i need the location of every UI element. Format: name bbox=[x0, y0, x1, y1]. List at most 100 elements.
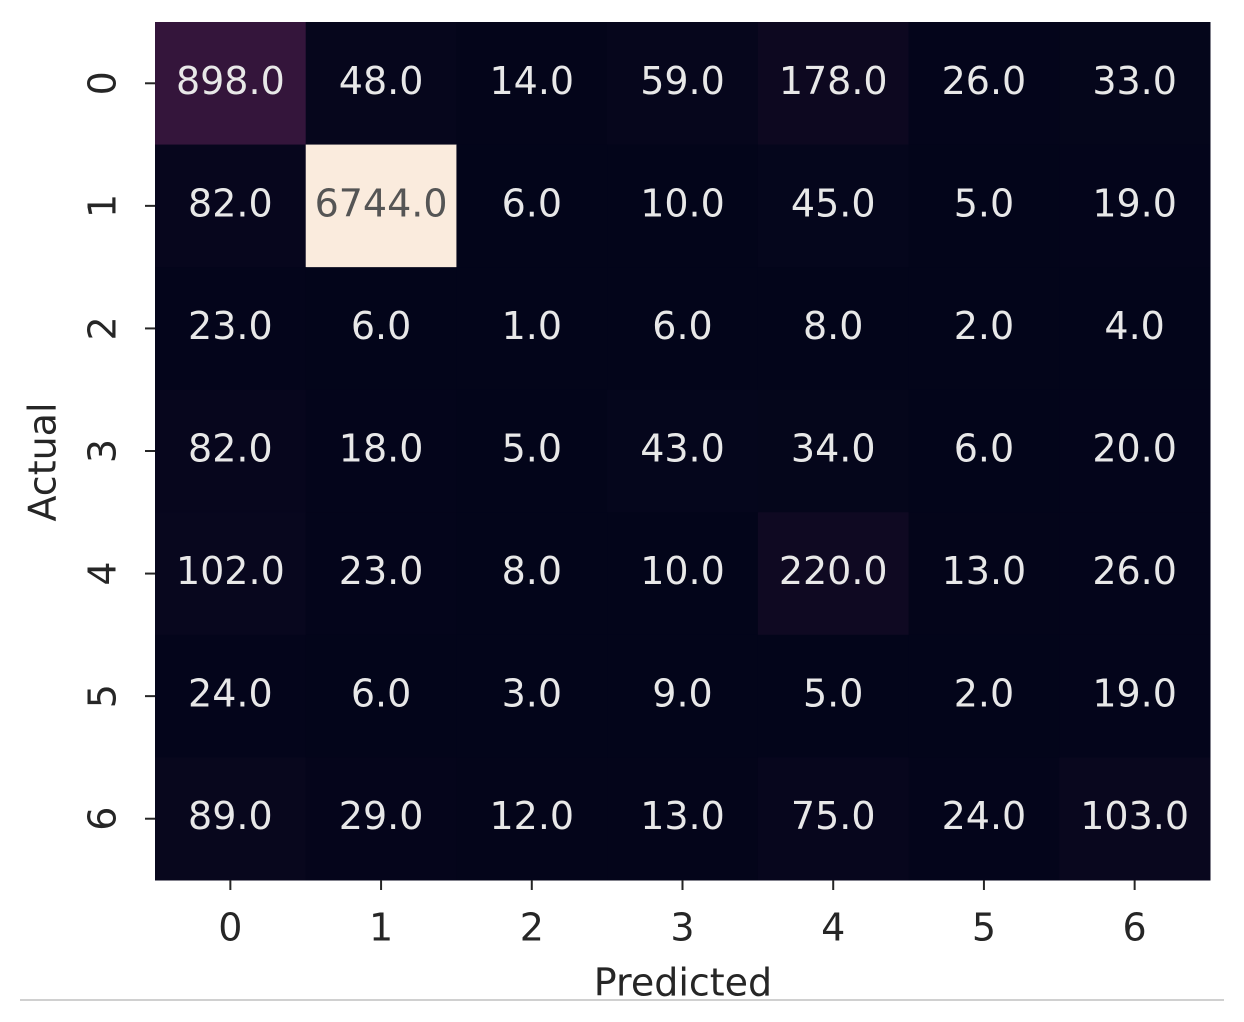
heatmap-cell bbox=[305, 757, 457, 881]
heatmap-cell bbox=[155, 267, 307, 391]
cell-label: 220.0 bbox=[779, 549, 888, 593]
cell-label: 103.0 bbox=[1080, 794, 1189, 838]
heatmap-cell bbox=[1059, 22, 1211, 146]
x-tick-label: 3 bbox=[670, 906, 694, 950]
cell-label: 5.0 bbox=[502, 427, 562, 471]
cell-label: 19.0 bbox=[1092, 672, 1177, 716]
heatmap-cell bbox=[607, 757, 759, 881]
heatmap-cell bbox=[456, 144, 608, 268]
cell-label: 75.0 bbox=[791, 794, 876, 838]
x-tick-label: 5 bbox=[972, 906, 996, 950]
heatmap-cell bbox=[757, 22, 910, 146]
heatmap-cell bbox=[1059, 512, 1211, 636]
cell-label: 19.0 bbox=[1092, 181, 1177, 225]
heatmap-cell bbox=[908, 22, 1060, 146]
cell-label: 3.0 bbox=[502, 672, 562, 716]
heatmap-cell bbox=[1059, 757, 1211, 881]
cell-label: 29.0 bbox=[339, 794, 424, 838]
cell-label: 33.0 bbox=[1092, 59, 1177, 103]
cell-label: 898.0 bbox=[176, 59, 285, 103]
heatmap-cell bbox=[155, 757, 307, 881]
cell-label: 10.0 bbox=[640, 549, 725, 593]
cell-label: 59.0 bbox=[640, 59, 725, 103]
cell-label: 6.0 bbox=[954, 427, 1014, 471]
heatmap-cell bbox=[607, 389, 759, 513]
y-tick-label: 5 bbox=[81, 684, 125, 708]
cell-label: 6.0 bbox=[351, 304, 411, 348]
cell-label: 43.0 bbox=[640, 427, 725, 471]
cell-label: 26.0 bbox=[942, 59, 1027, 103]
cell-label: 6.0 bbox=[502, 181, 562, 225]
heatmap-cell bbox=[155, 512, 307, 636]
heatmap-cell bbox=[908, 267, 1060, 391]
x-tick-label: 4 bbox=[821, 906, 845, 950]
heatmap-cell bbox=[155, 389, 307, 513]
cell-label: 6744.0 bbox=[315, 181, 448, 225]
heatmap-cell bbox=[607, 144, 759, 268]
heatmap-cell bbox=[305, 144, 457, 268]
y-tick-label: 3 bbox=[81, 439, 125, 463]
heatmap-cell bbox=[1059, 144, 1211, 268]
cell-label: 13.0 bbox=[942, 549, 1027, 593]
cell-label: 89.0 bbox=[188, 794, 273, 838]
heatmap-cell bbox=[456, 267, 608, 391]
cell-label: 45.0 bbox=[791, 181, 876, 225]
x-tick-label: 1 bbox=[369, 906, 393, 950]
heatmap-cell bbox=[456, 634, 608, 758]
cell-label: 14.0 bbox=[489, 59, 574, 103]
cell-label: 5.0 bbox=[803, 672, 863, 716]
heatmap-cell bbox=[456, 512, 608, 636]
cell-label: 24.0 bbox=[188, 672, 273, 716]
heatmap-cell bbox=[908, 634, 1060, 758]
cell-label: 12.0 bbox=[489, 794, 574, 838]
x-tick-label: 0 bbox=[218, 906, 242, 950]
x-tick-label: 2 bbox=[520, 906, 544, 950]
heatmap-cell bbox=[757, 757, 910, 881]
heatmap-cell bbox=[155, 22, 307, 146]
heatmap-cell bbox=[757, 512, 910, 636]
cell-label: 2.0 bbox=[954, 304, 1014, 348]
heatmap-cell bbox=[908, 144, 1060, 268]
heatmap-cell bbox=[305, 389, 457, 513]
heatmap-cell bbox=[305, 22, 457, 146]
y-tick-label: 1 bbox=[81, 194, 125, 218]
heatmap-cell bbox=[757, 267, 910, 391]
heatmap-cell bbox=[908, 512, 1060, 636]
cell-label: 8.0 bbox=[803, 304, 863, 348]
heatmap-cell bbox=[607, 512, 759, 636]
heatmap-cell bbox=[155, 144, 307, 268]
x-axis-title: Predicted bbox=[594, 961, 772, 1005]
heatmap-cell bbox=[1059, 634, 1211, 758]
heatmap-cell bbox=[757, 389, 910, 513]
cell-label: 20.0 bbox=[1092, 427, 1177, 471]
y-tick-label: 4 bbox=[81, 561, 125, 585]
heatmap-cell bbox=[305, 512, 457, 636]
heatmap-cell bbox=[607, 22, 759, 146]
cell-label: 178.0 bbox=[779, 59, 888, 103]
y-tick-label: 2 bbox=[81, 316, 125, 340]
cell-label: 5.0 bbox=[954, 181, 1014, 225]
cell-label: 48.0 bbox=[339, 59, 424, 103]
y-tick-label: 0 bbox=[81, 71, 125, 95]
cell-label: 82.0 bbox=[188, 427, 273, 471]
cell-label: 6.0 bbox=[652, 304, 712, 348]
heatmap-cell bbox=[607, 634, 759, 758]
heatmap-cell bbox=[456, 389, 608, 513]
heatmap-cell bbox=[908, 389, 1060, 513]
cell-label: 34.0 bbox=[791, 427, 876, 471]
cell-label: 23.0 bbox=[339, 549, 424, 593]
cell-label: 102.0 bbox=[176, 549, 285, 593]
cell-label: 23.0 bbox=[188, 304, 273, 348]
cell-label: 9.0 bbox=[652, 672, 712, 716]
heatmap-cell bbox=[1059, 389, 1211, 513]
cell-label: 2.0 bbox=[954, 672, 1014, 716]
cell-label: 82.0 bbox=[188, 181, 273, 225]
heatmap-cell bbox=[908, 757, 1060, 881]
cell-label: 6.0 bbox=[351, 672, 411, 716]
heatmap-cell bbox=[305, 634, 457, 758]
heatmap-cell bbox=[757, 144, 910, 268]
cell-label: 10.0 bbox=[640, 181, 725, 225]
cell-label: 8.0 bbox=[502, 549, 562, 593]
heatmap-cell bbox=[456, 757, 608, 881]
